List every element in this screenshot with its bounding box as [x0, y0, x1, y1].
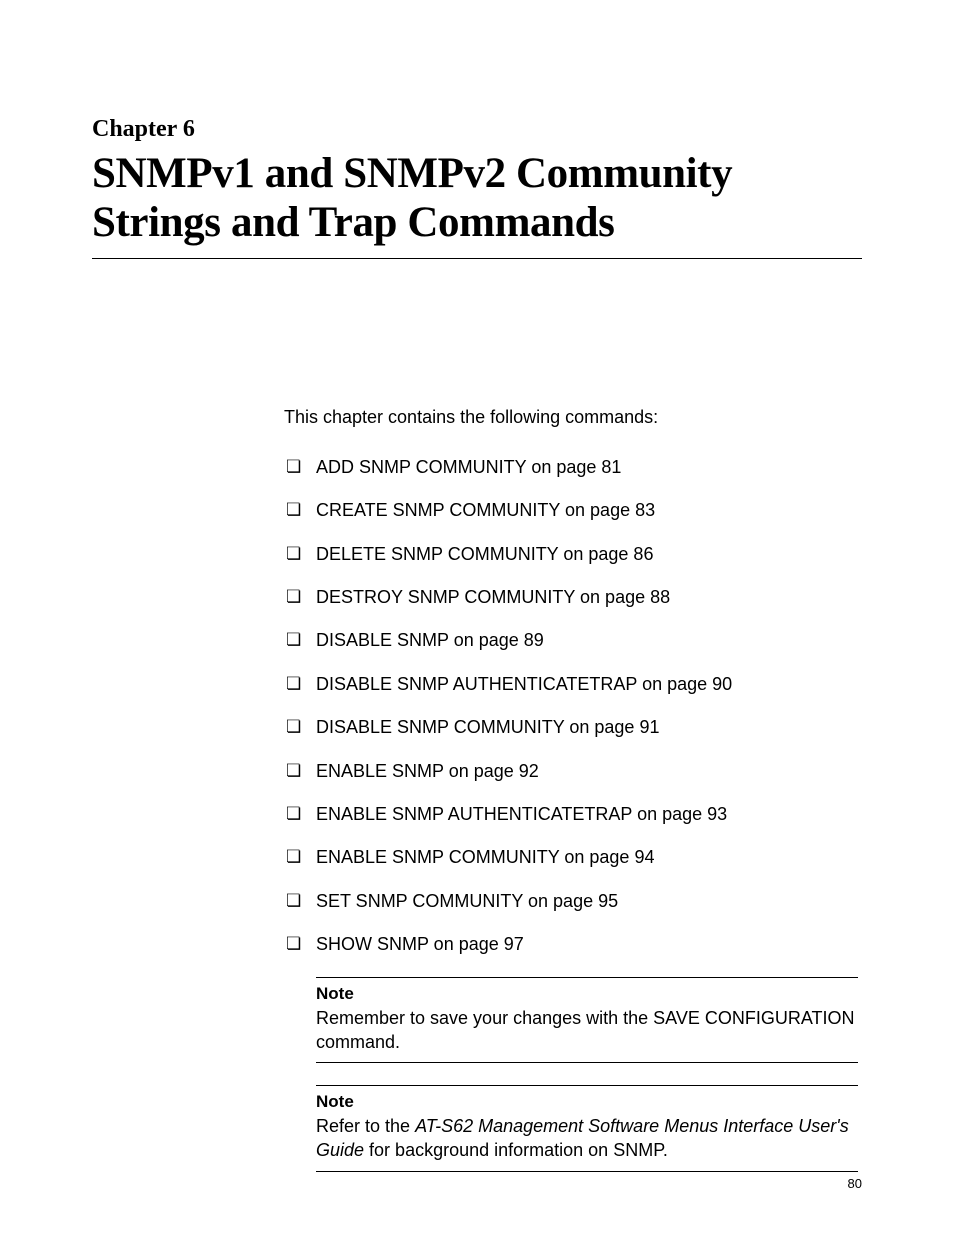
list-item: CREATE SNMP COMMUNITY on page 83 — [316, 499, 862, 522]
list-item: DESTROY SNMP COMMUNITY on page 88 — [316, 586, 862, 609]
list-item: SET SNMP COMMUNITY on page 95 — [316, 890, 862, 913]
list-item: ENABLE SNMP AUTHENTICATETRAP on page 93 — [316, 803, 862, 826]
note-text: Remember to save your changes with the S… — [316, 1008, 855, 1052]
chapter-title: SNMPv1 and SNMPv2 Community Strings and … — [92, 149, 862, 259]
command-list: ADD SNMP COMMUNITY on page 81 CREATE SNM… — [284, 456, 862, 957]
list-item: ADD SNMP COMMUNITY on page 81 — [316, 456, 862, 479]
intro-text: This chapter contains the following comm… — [284, 407, 862, 428]
note-body: Refer to the AT-S62 Management Software … — [316, 1114, 858, 1163]
list-item: DISABLE SNMP on page 89 — [316, 629, 862, 652]
body-block: This chapter contains the following comm… — [284, 407, 862, 1172]
note-text: Refer to the — [316, 1116, 415, 1136]
note-label: Note — [316, 1092, 858, 1112]
list-item: SHOW SNMP on page 97 — [316, 933, 862, 956]
note-box: Note Refer to the AT-S62 Management Soft… — [316, 1085, 858, 1172]
list-item: ENABLE SNMP COMMUNITY on page 94 — [316, 846, 862, 869]
page-number: 80 — [848, 1176, 862, 1191]
note-box: Note Remember to save your changes with … — [316, 977, 858, 1064]
note-text: for background information on SNMP. — [364, 1140, 668, 1160]
note-label: Note — [316, 984, 858, 1004]
note-body: Remember to save your changes with the S… — [316, 1006, 858, 1055]
chapter-label: Chapter 6 — [92, 116, 862, 143]
list-item: DISABLE SNMP COMMUNITY on page 91 — [316, 716, 862, 739]
list-item: DISABLE SNMP AUTHENTICATETRAP on page 90 — [316, 673, 862, 696]
list-item: DELETE SNMP COMMUNITY on page 86 — [316, 543, 862, 566]
list-item: ENABLE SNMP on page 92 — [316, 760, 862, 783]
document-page: Chapter 6 SNMPv1 and SNMPv2 Community St… — [0, 0, 954, 1172]
